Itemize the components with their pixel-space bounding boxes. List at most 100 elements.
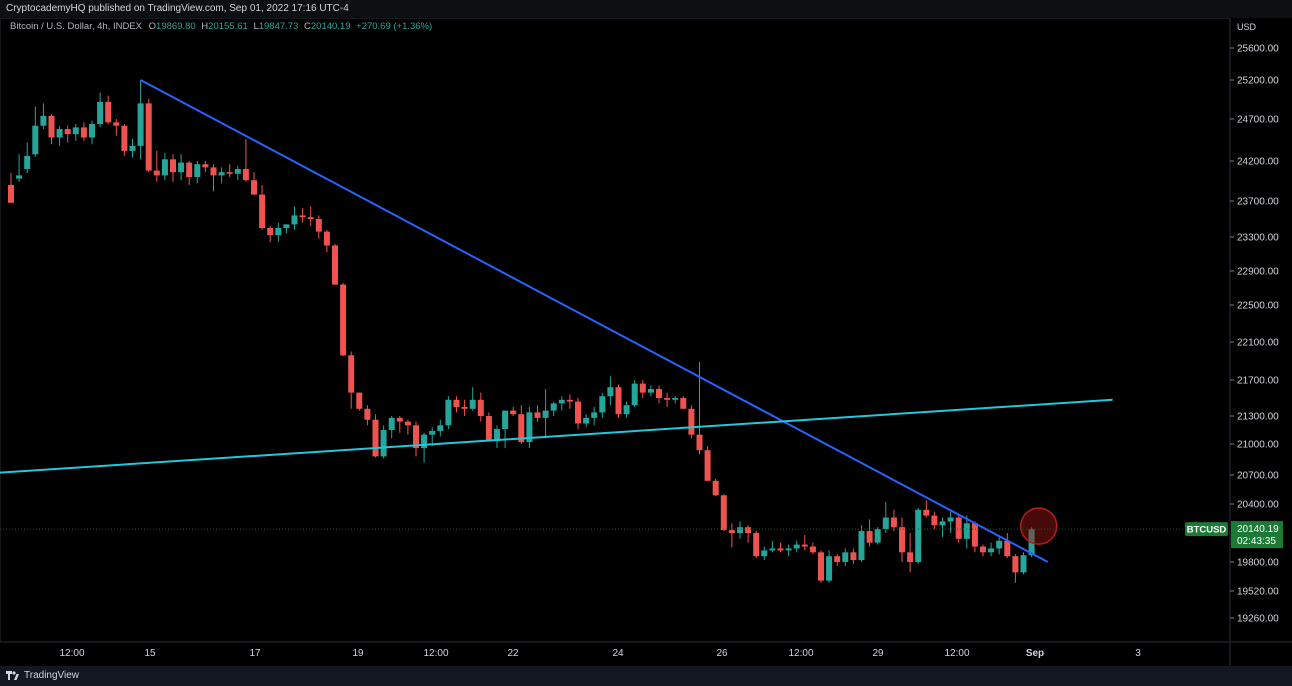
candle xyxy=(1012,554,1019,583)
candle xyxy=(575,398,581,430)
candle xyxy=(315,215,322,239)
ascending-support-line[interactable] xyxy=(0,398,1113,480)
candle xyxy=(267,226,274,243)
candle xyxy=(445,396,452,430)
candle-body xyxy=(728,530,735,533)
candle-body xyxy=(510,410,517,415)
candle-body xyxy=(931,515,938,526)
candle xyxy=(364,405,371,426)
close-label: C xyxy=(304,21,311,32)
descending-resistance-line[interactable] xyxy=(140,79,1049,563)
candle xyxy=(866,519,873,547)
candle xyxy=(939,517,946,537)
candle xyxy=(801,534,808,551)
price-tick-label: 25600.00 xyxy=(1237,44,1279,55)
candle xyxy=(64,125,71,143)
price-axis[interactable]: 25600.00 25200.00 24700.00 24200.00 23700.00… xyxy=(1230,44,1279,625)
price-tick-label: 19520.00 xyxy=(1237,587,1279,598)
candle xyxy=(737,521,743,539)
currency-label: USD xyxy=(1237,22,1257,32)
candle-body xyxy=(850,552,857,561)
candle-body xyxy=(858,531,865,561)
candle xyxy=(850,548,857,565)
candle-body xyxy=(380,430,387,457)
candle-body xyxy=(647,389,654,393)
candle xyxy=(242,139,249,182)
candle-body xyxy=(129,145,136,151)
open-label: O xyxy=(149,21,156,32)
price-tick-label: 21000.00 xyxy=(1237,440,1279,451)
candle-body xyxy=(1004,540,1011,557)
candle xyxy=(526,407,533,449)
candle-body xyxy=(80,127,87,138)
candle xyxy=(688,405,695,439)
candle xyxy=(890,509,897,532)
candle-body xyxy=(777,548,784,551)
price-tick-label: 20700.00 xyxy=(1237,471,1279,482)
candle-body xyxy=(356,392,363,409)
candle xyxy=(80,122,87,141)
candle-body xyxy=(615,387,622,415)
price-tick-label: 24200.00 xyxy=(1237,157,1279,168)
candle xyxy=(461,399,468,416)
candle xyxy=(485,412,492,441)
candle-body xyxy=(194,164,201,177)
symbol-name: Bitcoin / U.S. Dollar, 4h, INDEX xyxy=(10,21,143,32)
candle-body xyxy=(404,421,411,426)
candle-body xyxy=(40,115,47,126)
candlestick-chart[interactable]: Bitcoin / U.S. Dollar, 4h, INDEX O19869.… xyxy=(0,18,1292,666)
candle-body xyxy=(785,548,792,551)
candle xyxy=(291,206,298,230)
candle xyxy=(453,396,460,413)
candle xyxy=(202,161,209,173)
candle xyxy=(283,224,290,234)
candle xyxy=(761,546,768,561)
candle xyxy=(963,515,970,549)
candle-body xyxy=(542,410,549,418)
candle-body xyxy=(826,556,833,581)
candle-body xyxy=(178,162,185,173)
candle xyxy=(818,550,824,583)
candle xyxy=(178,154,185,181)
candle-body xyxy=(186,162,193,177)
time-tick-label: 17 xyxy=(249,648,261,659)
trendlines-layer xyxy=(0,79,1113,563)
candle xyxy=(437,419,444,437)
candle xyxy=(907,533,914,573)
candle xyxy=(947,511,954,533)
time-tick-label: 24 xyxy=(612,648,624,659)
candle xyxy=(834,554,841,567)
candle xyxy=(16,154,23,182)
candle xyxy=(996,536,1003,555)
candle-body xyxy=(242,169,249,181)
candle-body xyxy=(842,552,849,562)
candle xyxy=(494,425,500,449)
time-axis[interactable]: 12:00 15 17 19 12:00 22 24 26 12:00 29 12:00 Sep 3 xyxy=(59,648,1141,659)
candle xyxy=(234,165,241,181)
candle-body xyxy=(566,399,573,402)
candle-body xyxy=(639,383,646,393)
candle-body xyxy=(599,396,606,413)
candle xyxy=(105,95,112,125)
tradingview-logo[interactable]: TradingView xyxy=(6,666,79,686)
tradingview-brand: TradingView xyxy=(24,670,80,681)
candle-body xyxy=(348,355,355,393)
candle xyxy=(672,396,679,404)
candle xyxy=(194,161,201,184)
candle xyxy=(145,98,152,173)
time-tick-label: 29 xyxy=(872,648,884,659)
chart-frame[interactable]: Bitcoin / U.S. Dollar, 4h, INDEX O19869.… xyxy=(0,18,1292,666)
candle-body xyxy=(315,219,322,232)
symbol-tag xyxy=(1185,522,1228,537)
candle-body xyxy=(518,414,525,443)
candle-body xyxy=(745,527,752,533)
candle xyxy=(137,80,144,160)
candle-body xyxy=(226,172,233,174)
candle-body xyxy=(461,407,468,409)
candle xyxy=(656,385,662,404)
candle xyxy=(664,392,671,407)
candle-body xyxy=(996,540,1003,549)
candle xyxy=(340,282,347,357)
candle-body xyxy=(980,546,986,553)
candle-body xyxy=(809,546,816,553)
